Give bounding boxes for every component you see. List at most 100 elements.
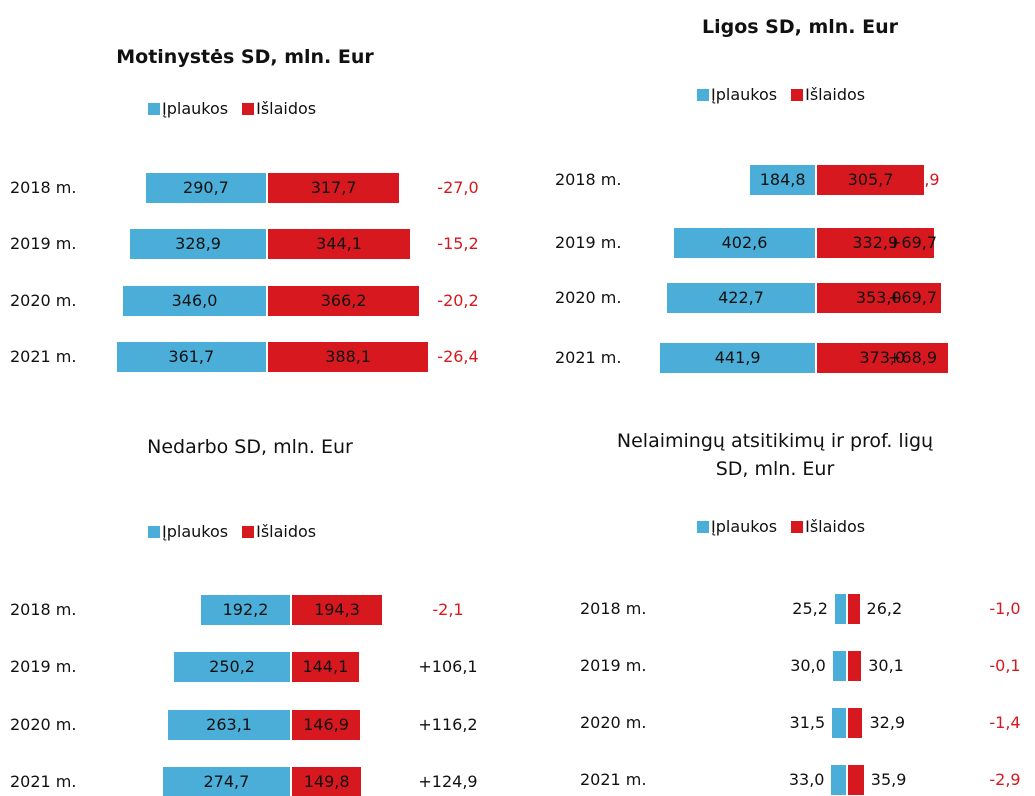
value-label: 194,3 xyxy=(314,600,360,619)
value-label: 353,0 xyxy=(855,288,902,307)
difference-label: -0,1 xyxy=(989,656,1021,675)
legend-label: Išlaidos xyxy=(256,522,317,541)
bar xyxy=(268,229,411,259)
value-label: 332,9 xyxy=(852,233,899,252)
difference-label: -1,0 xyxy=(989,599,1021,618)
category-label: 2018 m. xyxy=(555,170,622,189)
category-label: 2018 m. xyxy=(10,178,77,197)
category-label: 2019 m. xyxy=(555,233,622,252)
difference-label: +69,7 xyxy=(888,233,938,252)
value-label: 361,7 xyxy=(168,347,215,366)
bar xyxy=(832,708,846,738)
chart-title: Ligos SD, mln. Eur xyxy=(701,16,899,38)
value-label: 263,1 xyxy=(206,715,252,734)
legend-swatch xyxy=(697,89,709,101)
value-label: 290,7 xyxy=(183,178,229,197)
value-label: 373,0 xyxy=(859,348,906,367)
bar xyxy=(174,652,290,682)
bar xyxy=(660,343,815,373)
category-label: 2019 m. xyxy=(10,657,77,676)
difference-label: -27,0 xyxy=(437,178,479,197)
value-label: 305,7 xyxy=(847,170,894,189)
value-label: 184,8 xyxy=(759,170,806,189)
bar xyxy=(750,165,815,195)
bar xyxy=(817,165,924,195)
value-label: 422,7 xyxy=(718,288,764,307)
bar xyxy=(123,286,266,316)
value-label: 441,9 xyxy=(714,348,761,367)
difference-label: +124,9 xyxy=(418,772,478,791)
value-label: 366,2 xyxy=(320,291,367,310)
category-label: 2018 m. xyxy=(580,599,647,618)
bar xyxy=(130,229,266,259)
bar xyxy=(848,594,860,624)
bar xyxy=(848,708,863,738)
bar xyxy=(817,228,934,258)
bar xyxy=(831,765,846,795)
legend-swatch xyxy=(697,521,709,533)
bar xyxy=(848,765,864,795)
difference-label: -20,2 xyxy=(437,291,479,310)
bar xyxy=(116,342,266,372)
value-label: 388,1 xyxy=(325,347,372,366)
chart-title: Nelaimingų atsitikimų ir prof. ligų SD, … xyxy=(616,430,934,480)
difference-label: +68,9 xyxy=(888,348,938,367)
value-label: 26,2 xyxy=(866,599,903,618)
category-label: 2021 m. xyxy=(555,348,622,367)
bar xyxy=(201,595,290,625)
category-label: 2020 m. xyxy=(555,288,622,307)
bar xyxy=(292,652,359,682)
difference-label: -2,9 xyxy=(989,770,1021,789)
category-label: 2019 m. xyxy=(10,234,77,253)
bar xyxy=(817,343,948,373)
bar xyxy=(832,651,846,681)
legend-label: Išlaidos xyxy=(805,85,866,104)
legend-swatch xyxy=(791,89,804,101)
value-label: 32,9 xyxy=(869,713,906,732)
legend-swatch xyxy=(242,526,255,538)
value-label: 33,0 xyxy=(788,770,825,789)
value-label: 317,7 xyxy=(310,178,357,197)
bar xyxy=(168,710,290,740)
difference-label: -120,9 xyxy=(888,170,940,189)
bar xyxy=(667,283,815,313)
legend-label: Įplaukos xyxy=(711,85,778,104)
bar xyxy=(817,283,941,313)
bar xyxy=(848,651,862,681)
legend-swatch xyxy=(148,103,160,115)
value-label: 344,1 xyxy=(316,234,362,253)
bar xyxy=(292,767,362,796)
category-label: 2020 m. xyxy=(10,715,77,734)
legend-label: Įplaukos xyxy=(711,517,778,536)
bar xyxy=(268,286,420,316)
legend-swatch xyxy=(242,103,255,115)
chart-title: Nedarbo SD, mln. Eur xyxy=(147,436,353,458)
category-label: 2021 m. xyxy=(10,347,77,366)
bar xyxy=(268,173,400,203)
legend-swatch xyxy=(791,521,804,533)
category-label: 2021 m. xyxy=(10,772,77,791)
value-label: 30,1 xyxy=(868,656,904,675)
legend-label: Išlaidos xyxy=(256,99,317,118)
value-label: 402,6 xyxy=(721,233,768,252)
value-label: 146,9 xyxy=(303,715,349,734)
category-label: 2019 m. xyxy=(580,656,647,675)
value-label: 25,2 xyxy=(792,599,828,618)
legend-label: Išlaidos xyxy=(805,517,866,536)
bar xyxy=(674,228,815,258)
bar xyxy=(834,594,846,624)
value-label: 192,2 xyxy=(222,600,269,619)
bar xyxy=(292,710,360,740)
difference-label: -1,4 xyxy=(989,713,1021,732)
chart-title: Motinystės SD, mln. Eur xyxy=(116,46,374,68)
bar xyxy=(145,173,266,203)
difference-label: +116,2 xyxy=(418,715,478,734)
difference-label: -15,2 xyxy=(437,234,479,253)
value-label: 144,1 xyxy=(302,657,349,676)
bar xyxy=(292,595,382,625)
value-label: 149,8 xyxy=(303,772,350,791)
legend-label: Įplaukos xyxy=(162,99,229,118)
bar xyxy=(268,342,429,372)
value-label: 30,0 xyxy=(790,656,826,675)
